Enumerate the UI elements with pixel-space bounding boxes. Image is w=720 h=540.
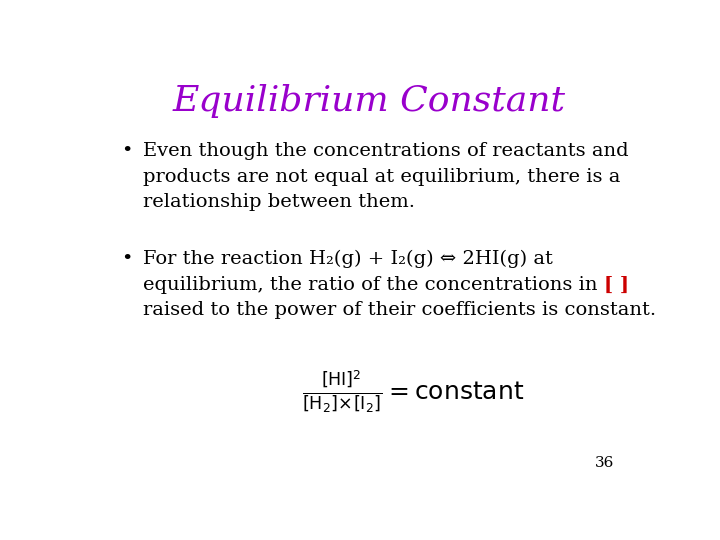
- Text: [ ]: [ ]: [604, 275, 629, 294]
- Text: products are not equal at equilibrium, there is a: products are not equal at equilibrium, t…: [143, 167, 621, 186]
- Text: Even though the concentrations of reactants and: Even though the concentrations of reacta…: [143, 141, 629, 160]
- Text: •: •: [121, 250, 132, 268]
- Text: Equilibrium Constant: Equilibrium Constant: [173, 84, 565, 118]
- Text: relationship between them.: relationship between them.: [143, 193, 415, 211]
- Text: raised to the power of their coefficients is constant.: raised to the power of their coefficient…: [143, 301, 656, 319]
- Text: equilibrium, the ratio of the concentrations in: equilibrium, the ratio of the concentrat…: [143, 275, 604, 294]
- Text: •: •: [121, 141, 132, 160]
- Text: 36: 36: [595, 456, 615, 470]
- Text: $\frac{\mathrm{[HI]^2}}{\mathrm{[H_2]\!\times\![I_2]}} = \mathrm{constant}$: $\frac{\mathrm{[HI]^2}}{\mathrm{[H_2]\!\…: [302, 368, 524, 415]
- Text: For the reaction H₂(g) + I₂(g) ⇔ 2HI(g) at: For the reaction H₂(g) + I₂(g) ⇔ 2HI(g) …: [143, 250, 553, 268]
